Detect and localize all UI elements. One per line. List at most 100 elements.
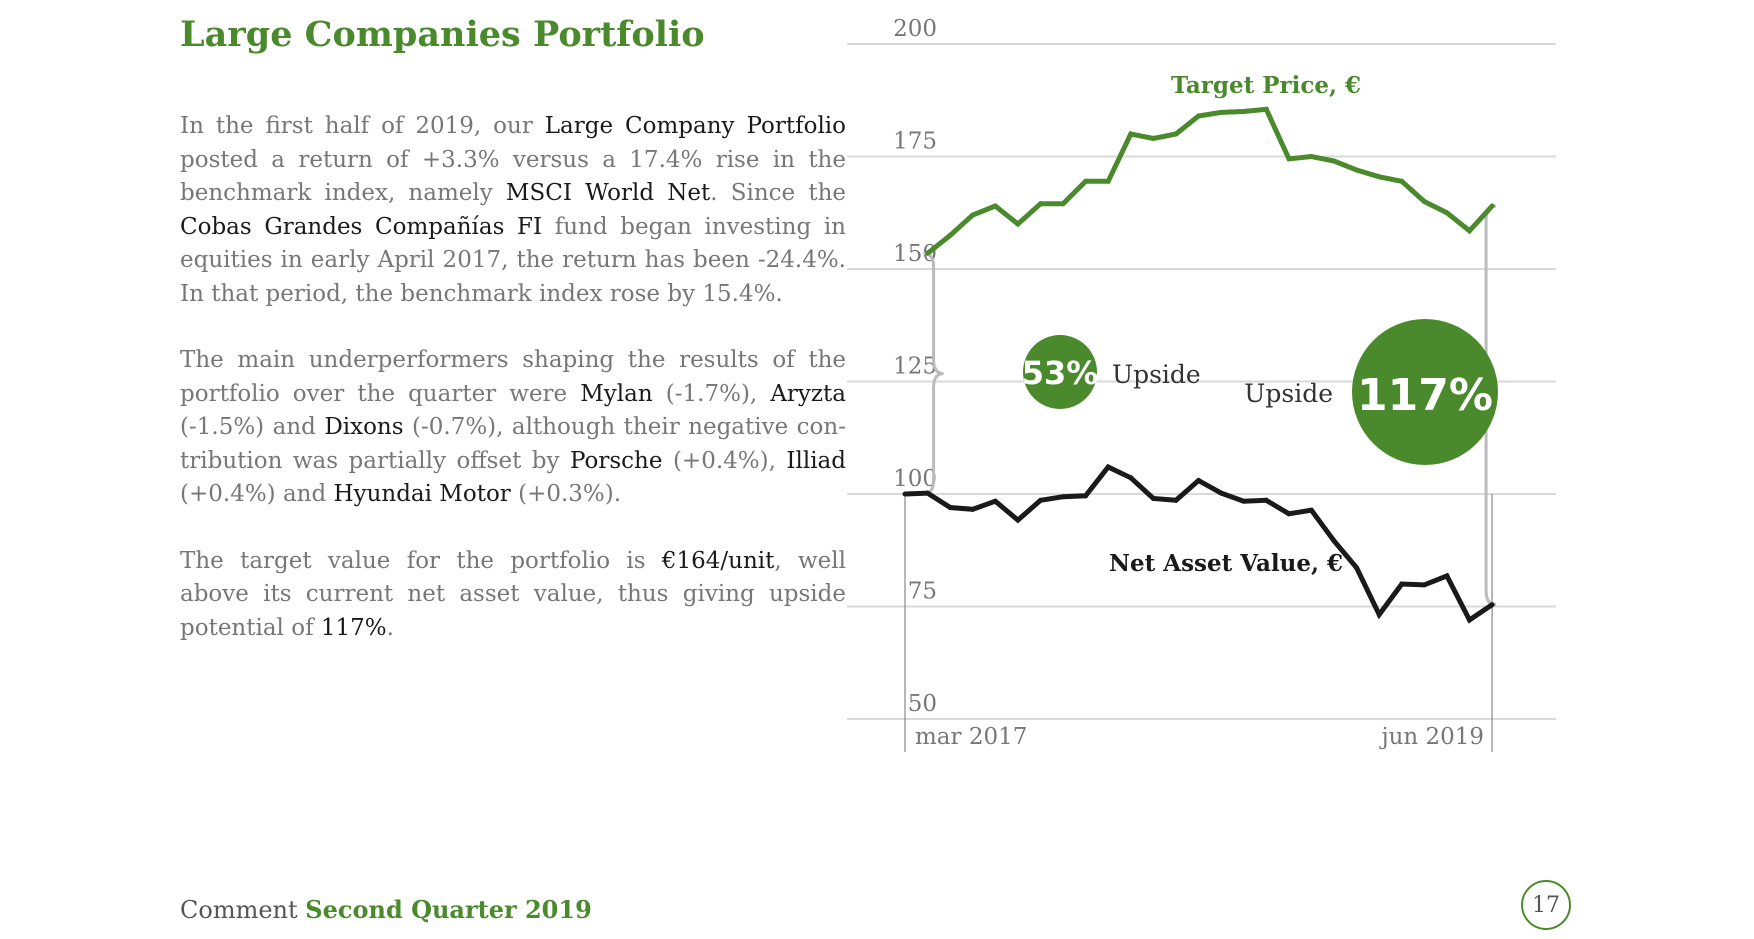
paragraph-text: (+0.4%) and [180, 481, 334, 507]
nav-point [1308, 507, 1314, 513]
target-price-point [1399, 178, 1405, 184]
nav-point [1376, 612, 1382, 618]
upside-label-large: Upside [1244, 379, 1333, 408]
paragraph-text: (+0.3%). [510, 481, 622, 507]
paragraph-text: The target value for the portfolio is [180, 547, 662, 574]
x-tick-label: mar 2017 [915, 724, 1027, 750]
target-price-point [1128, 131, 1134, 137]
target-price-point [1444, 210, 1450, 216]
x-tick-label: jun 2019 [1378, 724, 1484, 750]
nav-point [1037, 497, 1043, 503]
highlight-text: Mylan [580, 380, 653, 407]
nav-point [1489, 602, 1495, 608]
target-price-point [1489, 203, 1495, 209]
target-price-point [1331, 158, 1337, 164]
nav-point [947, 505, 953, 510]
bracket-left [923, 251, 944, 496]
paragraph-text: . [386, 614, 394, 641]
upside-badge-small [1023, 335, 1097, 409]
target-price-point [947, 232, 953, 238]
target-price-point [1421, 199, 1427, 204]
paragraph-text: (-1.5%) and [180, 414, 325, 440]
paragraph: The target value for the portfolio is €1… [180, 545, 846, 646]
target-price-point [1286, 156, 1292, 162]
nav-point [1128, 475, 1134, 481]
target-price-point [1060, 201, 1066, 207]
nav-point [970, 506, 976, 512]
paragraph-text: (-0.7%), although their negative con­tri… [180, 414, 846, 474]
y-tick-label: 125 [893, 354, 937, 380]
footer-highlight: Second Quarter 2019 [305, 895, 592, 924]
target-price-point [1218, 109, 1224, 115]
upside-value-large: 117% [1357, 370, 1493, 421]
target-price-line [926, 106, 1494, 256]
target-price-label: Target Price, € [1171, 72, 1361, 99]
paragraph-text: (-1.7%), [652, 380, 771, 407]
highlight-text: 117% [320, 614, 387, 641]
nav-point [1331, 538, 1337, 544]
footer-label: Comment Second Quarter 2019 [180, 895, 592, 924]
nav-point [992, 498, 998, 504]
target-price-point [1308, 154, 1314, 159]
highlight-text: Large Company Portfolio [544, 113, 846, 139]
y-tick-label: 175 [893, 129, 937, 155]
target-price-point [1467, 228, 1472, 234]
paragraph-text: The main underperformers shaping the res… [180, 347, 846, 407]
target-price-point [925, 250, 931, 256]
highlight-text: Porsche [569, 447, 663, 474]
target-price-point [1354, 167, 1360, 173]
highlight-text: MSCI World Net [505, 180, 711, 206]
nav-point [1241, 498, 1247, 504]
nav-point [1421, 582, 1427, 588]
target-price-point [1015, 221, 1021, 227]
highlight-text: Cobas Grandes Compañías FI [180, 213, 543, 240]
paragraph-text: . Since the [710, 180, 847, 206]
target-price-point [1241, 109, 1247, 114]
nav-point [902, 491, 908, 497]
paragraph: In the first half of 2019, our Large Com… [180, 110, 846, 311]
nav-point [1060, 494, 1066, 500]
footer-prefix: Comment [180, 896, 306, 924]
nav-point [1173, 497, 1179, 503]
nav-point [1083, 493, 1089, 499]
nav-point [1105, 464, 1111, 470]
page-number: 17 [1521, 880, 1571, 930]
target-price-point [1263, 106, 1269, 112]
target-price-point [1150, 136, 1156, 141]
nav-point [1399, 581, 1405, 587]
paragraph-text: fund began investing in equities in earl… [180, 213, 846, 307]
nav-point [1150, 496, 1156, 501]
upside-badge-large [1352, 319, 1498, 465]
page-title: Large Companies Portfolio [180, 14, 705, 55]
highlight-text: €164/unit [661, 547, 775, 574]
nav-point [1286, 511, 1292, 517]
paragraph: The main underperformers shaping the res… [180, 344, 846, 512]
nav-point [1263, 497, 1269, 503]
target-price-point [992, 203, 998, 209]
highlight-text: Aryzta [770, 380, 846, 407]
target-price-point [1196, 113, 1202, 119]
y-tick-label: 75 [908, 579, 937, 605]
target-price-point [970, 212, 976, 218]
y-tick-label: 50 [908, 691, 937, 717]
paragraph-text: (+0.4%), [662, 447, 787, 474]
paragraph-text: posted a return of +3.3% versus a 17.4% … [180, 146, 846, 207]
nav-point [925, 490, 931, 496]
upside-label-small: Upside [1112, 360, 1201, 389]
target-price-point [1083, 178, 1089, 184]
nav-point [1444, 573, 1450, 579]
paragraph-text: , well above its current net asset value… [180, 547, 846, 641]
body-text: In the first half of 2019, our Large Com… [180, 110, 846, 678]
upside-value-small: 53% [1022, 354, 1099, 392]
highlight-text: Hyundai Motor [333, 481, 511, 507]
nav-label: Net Asset Value, € [1109, 550, 1343, 577]
highlight-text: Illiad [786, 447, 846, 474]
target-price-point [1105, 178, 1111, 184]
y-tick-label: 200 [893, 16, 937, 42]
nav-point [1354, 565, 1360, 571]
target-price-point [1376, 174, 1382, 180]
nav-point [1218, 490, 1224, 496]
nav-point [1467, 617, 1472, 623]
nav-line [904, 463, 1494, 624]
